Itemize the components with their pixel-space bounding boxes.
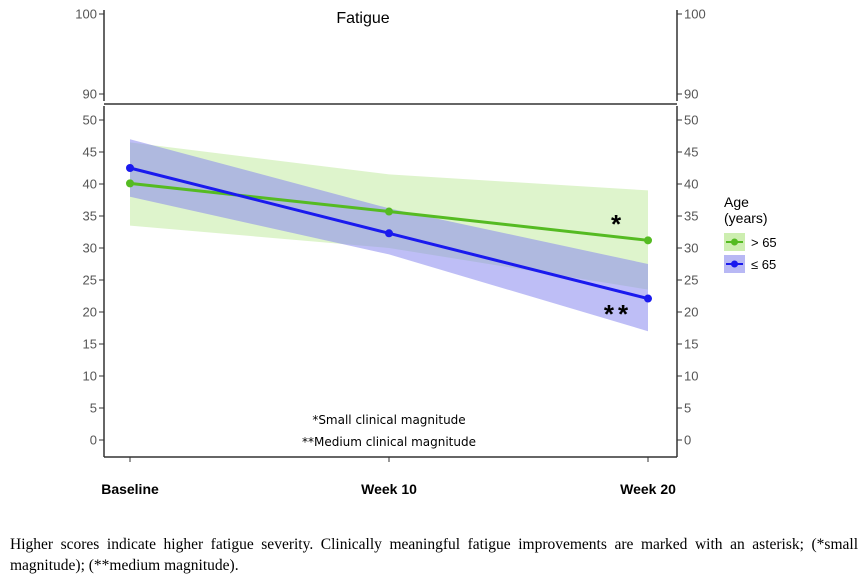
ytick-label-right-lower-4: 20 (684, 305, 698, 320)
ytick-label-right-lower-5: 25 (684, 273, 698, 288)
note-medium: **Medium clinical magnitude (302, 435, 476, 449)
ytick-label-left-lower-1: 5 (90, 401, 97, 416)
ytick-label-left-lower-4: 20 (83, 305, 97, 320)
ytick-label-left-lower-10: 50 (83, 113, 97, 128)
note-small: *Small clinical magnitude (312, 413, 465, 427)
series-lines (126, 164, 652, 303)
ytick-label-right-lower-1: 5 (684, 401, 691, 416)
legend: Age (years) > 65 ≤ 65 (724, 194, 777, 273)
series-point-0-0 (126, 179, 134, 188)
series-point-0-2 (644, 236, 652, 245)
ytick-label-right-lower-2: 10 (684, 369, 698, 384)
xtick-label-0: Baseline (101, 481, 159, 497)
ytick-label-right-lower-10: 50 (684, 113, 698, 128)
ytick-label-right-lower-8: 40 (684, 177, 698, 192)
ytick-label-right-lower-0: 0 (684, 433, 691, 448)
ytick-label-left-lower-7: 35 (83, 209, 97, 224)
ytick-label-left-lower-5: 25 (83, 273, 97, 288)
figure-caption: Higher scores indicate higher fatigue se… (10, 536, 858, 574)
series-point-1-1 (385, 229, 393, 238)
ytick-label-left-upper-1: 100 (75, 7, 97, 22)
legend-key-point-over65 (731, 238, 738, 246)
ytick-label-right-lower-6: 30 (684, 241, 698, 256)
significance-marker-0: * (611, 209, 625, 239)
ytick-label-right-upper-0: 90 (684, 87, 698, 102)
ytick-label-left-lower-2: 10 (83, 369, 97, 384)
ytick-label-left-upper-0: 90 (83, 87, 97, 102)
ytick-label-left-lower-6: 30 (83, 241, 97, 256)
y-ticks: 0 0 5 5 10 10 15 15 20 20 25 25 30 30 35 35 40 40 45 45 50 50… (75, 7, 705, 448)
legend-title-line1: Age (724, 194, 749, 210)
significance-marker-1: ** (604, 299, 632, 329)
xtick-label-1: Week 10 (361, 481, 417, 497)
ytick-label-left-lower-0: 0 (90, 433, 97, 448)
ytick-label-right-lower-7: 35 (684, 209, 698, 224)
fatigue-chart: 0 0 5 5 10 10 15 15 20 20 25 25 30 30 35 35 40 40 45 45 50 50… (75, 7, 777, 498)
legend-key-point-under65 (731, 260, 738, 268)
xtick-label-2: Week 20 (620, 481, 676, 497)
ytick-label-right-lower-9: 45 (684, 145, 698, 160)
series-point-1-2 (644, 294, 652, 303)
ytick-label-right-lower-3: 15 (684, 337, 698, 352)
chart-title: Fatigue (336, 10, 389, 27)
ytick-label-left-lower-8: 40 (83, 177, 97, 192)
annotations: *** (604, 209, 632, 329)
ytick-label-left-lower-9: 45 (83, 145, 97, 160)
series-point-1-0 (126, 164, 134, 172)
legend-label-over65: > 65 (751, 235, 777, 250)
x-ticks: Baseline Week 10 Week 20 (101, 457, 676, 497)
ytick-label-right-upper-1: 100 (684, 7, 706, 22)
legend-label-under65: ≤ 65 (751, 257, 776, 272)
series-point-0-1 (385, 207, 393, 216)
ytick-label-left-lower-3: 15 (83, 337, 97, 352)
legend-title-line2: (years) (724, 210, 768, 226)
